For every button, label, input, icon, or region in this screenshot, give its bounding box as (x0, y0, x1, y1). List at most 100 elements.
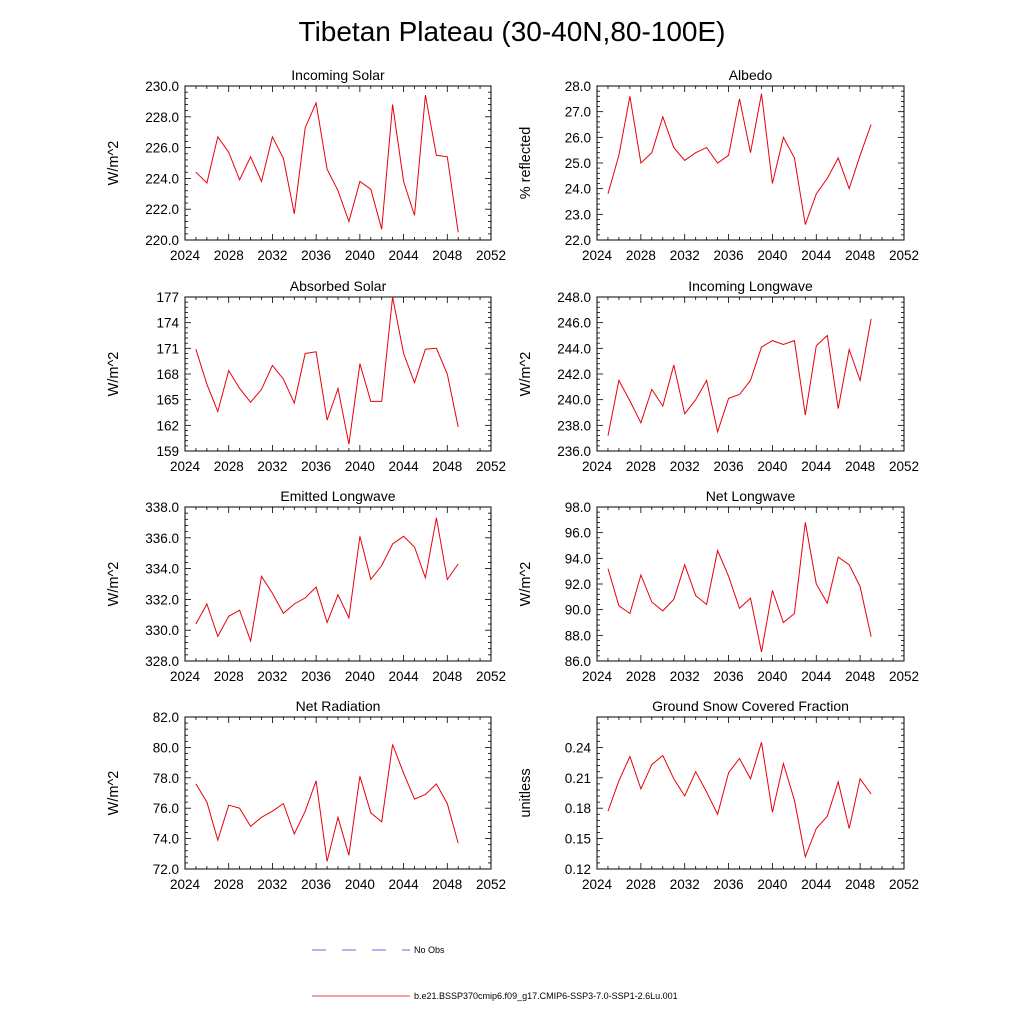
panel-title: Emitted Longwave (280, 488, 395, 504)
x-tick-label: 2036 (714, 669, 744, 684)
x-tick-label: 2024 (582, 459, 613, 474)
panel-ground-snow-covered-fraction: Ground Snow Covered Fraction unitless 2024… (518, 698, 919, 892)
y-tick-label: 238.0 (557, 418, 591, 433)
x-tick-label: 2032 (670, 459, 700, 474)
x-tick-label: 2044 (801, 877, 832, 892)
figure-title: Tibetan Plateau (30-40N,80-100E) (299, 16, 726, 47)
x-tick-label: 2036 (301, 669, 331, 684)
x-tick-label: 2048 (432, 877, 462, 892)
x-tick-label: 2032 (670, 248, 700, 263)
x-tick-label: 2028 (214, 459, 244, 474)
series-line (607, 522, 872, 653)
x-tick-label: 2044 (389, 248, 420, 263)
y-axis-label: % reflected (518, 127, 534, 200)
plot-frame (596, 506, 905, 662)
x-tick-label: 2044 (801, 459, 832, 474)
x-tick-label: 2040 (345, 669, 375, 684)
x-tick-label: 2040 (757, 459, 787, 474)
plot-frame (184, 716, 492, 870)
y-tick-label: 230.0 (145, 79, 179, 94)
y-tick-label: 171 (156, 341, 179, 356)
series-line (607, 742, 872, 859)
x-tick-label: 2048 (845, 669, 875, 684)
x-tick-label: 2024 (170, 459, 201, 474)
y-tick-label: 22.0 (565, 233, 591, 248)
panel-title: Ground Snow Covered Fraction (652, 698, 849, 714)
y-tick-label: 240.0 (557, 393, 591, 408)
y-tick-label: 332.0 (145, 592, 179, 607)
x-tick-label: 2032 (257, 669, 287, 684)
y-tick-label: 244.0 (557, 341, 591, 356)
x-tick-label: 2044 (389, 877, 420, 892)
y-tick-label: 165 (156, 393, 179, 408)
x-tick-label: 2028 (214, 877, 244, 892)
y-axis-label: W/m^2 (106, 771, 122, 816)
y-tick-label: 228.0 (145, 110, 179, 125)
x-tick-label: 2028 (626, 669, 656, 684)
panel-title: Incoming Longwave (688, 278, 813, 294)
x-tick-label: 2044 (389, 669, 420, 684)
x-tick-label: 2040 (345, 459, 375, 474)
x-tick-label: 2032 (257, 877, 287, 892)
y-tick-label: 224.0 (145, 171, 179, 186)
y-tick-label: 0.21 (565, 771, 591, 786)
x-tick-label: 2032 (257, 248, 287, 263)
y-tick-label: 96.0 (565, 526, 591, 541)
x-tick-label: 2024 (170, 877, 201, 892)
y-tick-label: 222.0 (145, 202, 179, 217)
panel-title: Incoming Solar (291, 67, 385, 83)
x-tick-label: 2052 (476, 459, 506, 474)
plot-frame (184, 506, 492, 662)
x-tick-label: 2048 (432, 669, 462, 684)
x-tick-label: 2048 (432, 459, 462, 474)
y-tick-label: 330.0 (145, 623, 179, 638)
x-tick-label: 2028 (626, 459, 656, 474)
x-tick-label: 2036 (714, 877, 744, 892)
x-tick-label: 2024 (170, 248, 201, 263)
y-axis-label: W/m^2 (106, 352, 122, 397)
x-tick-label: 2048 (432, 248, 462, 263)
x-tick-label: 2028 (626, 877, 656, 892)
y-tick-label: 246.0 (557, 316, 591, 331)
x-tick-label: 2036 (301, 248, 331, 263)
y-tick-label: 0.12 (565, 862, 591, 877)
x-tick-label: 2036 (301, 877, 331, 892)
legend-label-model: b.e21.BSSP370cmip6.f09_g17.CMIP6-SSP3-7.… (414, 991, 678, 1001)
y-tick-label: 92.0 (565, 577, 591, 592)
y-tick-label: 338.0 (145, 500, 179, 515)
x-tick-label: 2040 (757, 669, 787, 684)
panel-incoming-solar: Incoming Solar W/m^2 2024 2028 2032 2036 2040 2… (106, 67, 506, 263)
x-tick-label: 2032 (257, 459, 287, 474)
panel-net-longwave: Net Longwave W/m^2 2024 2028 2032 2036 2040 204… (518, 488, 919, 684)
y-tick-label: 159 (156, 444, 179, 459)
y-tick-label: 98.0 (565, 500, 591, 515)
panels-container: Incoming Solar W/m^2 2024 2028 2032 2036 2040 2… (106, 67, 919, 892)
y-tick-label: 82.0 (153, 710, 179, 725)
y-tick-label: 26.0 (565, 130, 591, 145)
plot-frame (596, 716, 905, 870)
series-line (195, 95, 459, 233)
x-tick-label: 2028 (626, 248, 656, 263)
panel-net-radiation: Net Radiation W/m^2 2024 2028 2032 2036 2040 20… (106, 698, 506, 892)
y-tick-label: 226.0 (145, 141, 179, 156)
y-tick-label: 90.0 (565, 603, 591, 618)
x-tick-label: 2040 (345, 877, 375, 892)
x-tick-label: 2052 (476, 248, 506, 263)
y-tick-label: 86.0 (565, 654, 591, 669)
y-axis-label: W/m^2 (518, 562, 534, 607)
y-tick-label: 336.0 (145, 531, 179, 546)
x-tick-label: 2048 (845, 877, 875, 892)
y-tick-label: 78.0 (153, 771, 179, 786)
x-tick-label: 2032 (670, 877, 700, 892)
x-tick-label: 2044 (389, 459, 420, 474)
panel-title: Net Longwave (706, 488, 796, 504)
x-tick-label: 2040 (757, 248, 787, 263)
x-tick-label: 2052 (889, 248, 919, 263)
y-tick-label: 162 (156, 418, 179, 433)
series-line (607, 93, 872, 225)
panel-incoming-longwave: Incoming Longwave W/m^2 2024 2028 2032 2036 20… (518, 278, 919, 474)
y-axis-label: unitless (518, 768, 534, 817)
x-tick-label: 2052 (889, 459, 919, 474)
x-tick-label: 2028 (214, 248, 244, 263)
